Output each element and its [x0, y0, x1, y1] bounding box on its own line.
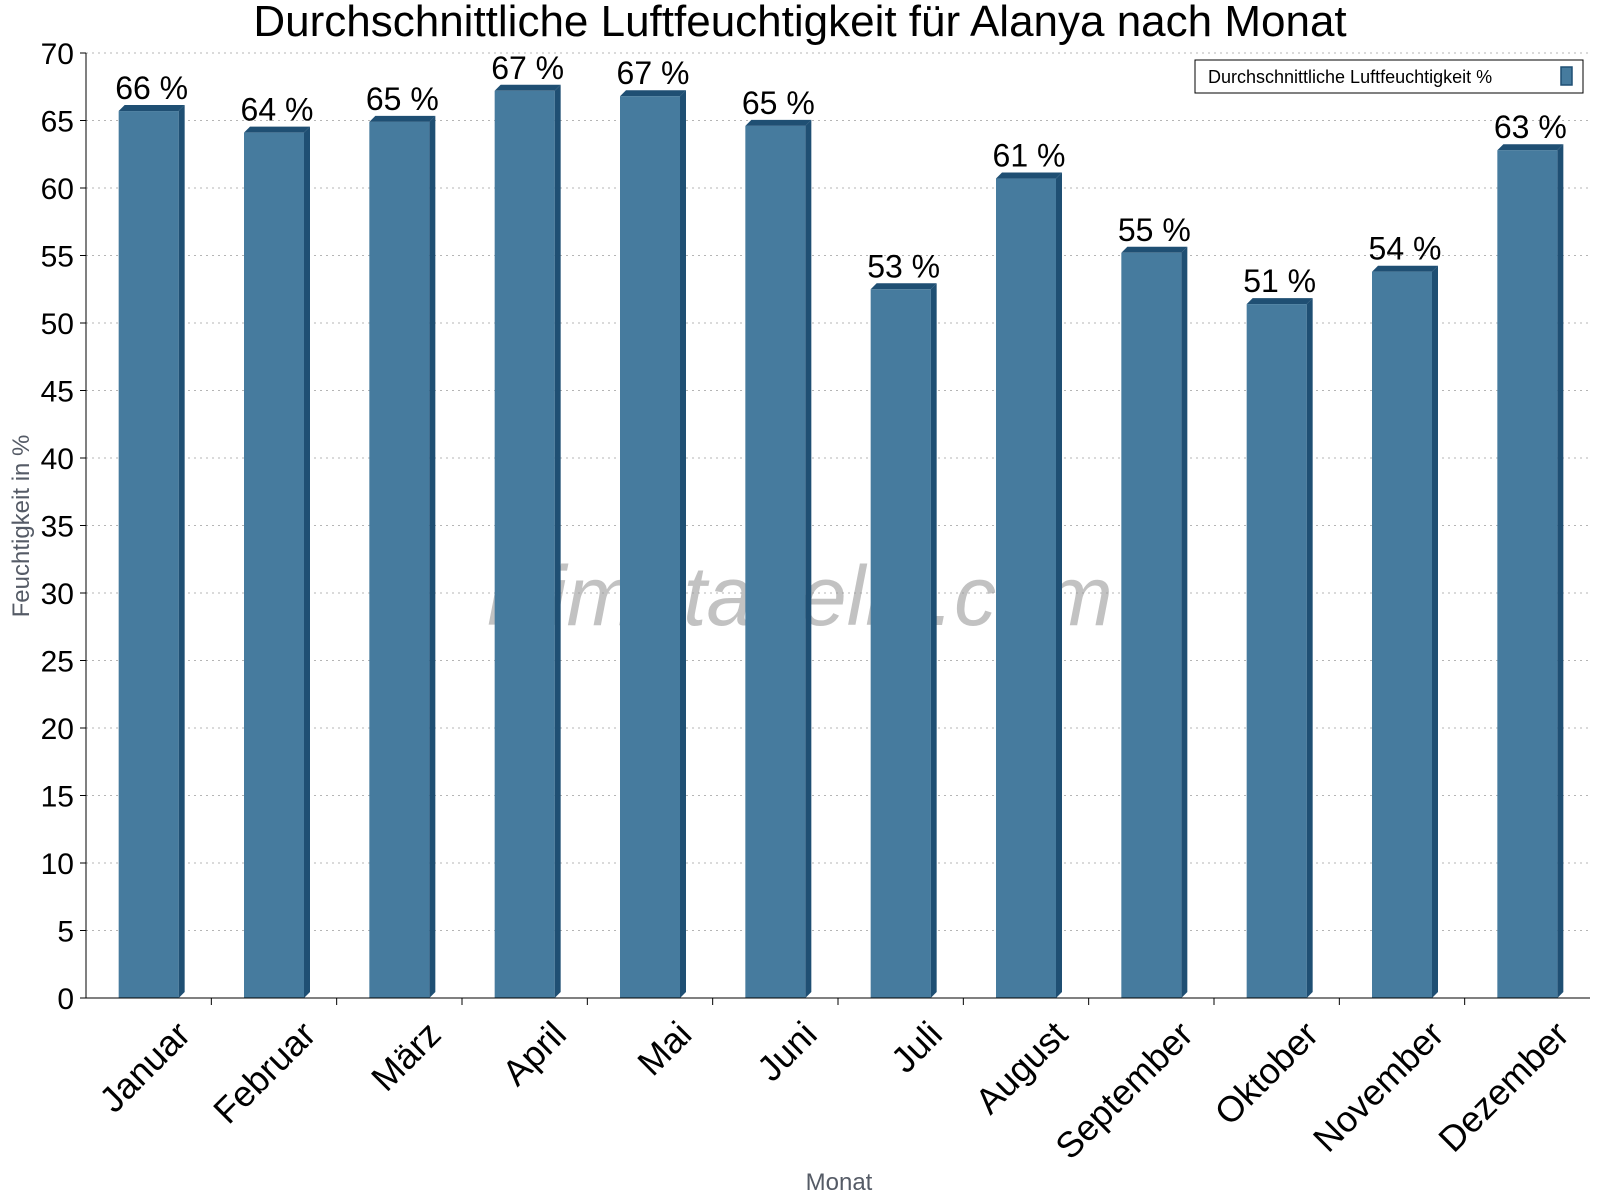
x-tick-label: März [363, 1013, 449, 1099]
data-label: 55 % [1118, 212, 1191, 248]
bar [1372, 271, 1432, 998]
bar [494, 90, 555, 999]
y-tick-label: 55 [41, 241, 74, 274]
bar [1497, 150, 1558, 998]
legend-swatch [1560, 66, 1573, 86]
bar [244, 132, 304, 998]
bar-side [429, 115, 436, 999]
data-label: 51 % [1243, 263, 1316, 299]
grid-lines [86, 52, 1590, 931]
data-label: 66 % [115, 70, 188, 106]
y-tick-label: 45 [41, 376, 74, 409]
y-tick-label: 60 [41, 173, 74, 206]
y-tick-label: 15 [41, 781, 74, 814]
x-tick-label: September [1047, 1013, 1201, 1167]
y-tick-label: 50 [41, 308, 74, 341]
bar [1121, 252, 1182, 999]
x-tick-label: Juni [749, 1013, 825, 1089]
bar-top [620, 90, 686, 97]
bar-side [554, 84, 561, 999]
y-tick-labels: 0 5 10 15 20 25 30 35 40 45 50 55 60 65 70 [41, 38, 74, 1016]
y-tick-label: 35 [41, 511, 74, 544]
bar [745, 125, 806, 998]
legend-box [1194, 59, 1584, 94]
x-tick-label: Juli [883, 1013, 950, 1080]
bar-top [244, 126, 310, 133]
x-tick-label: Dezember [1430, 1013, 1576, 1159]
bar [996, 178, 1056, 999]
bar-top [1372, 265, 1438, 272]
y-tick-label: 40 [41, 443, 74, 476]
x-tick-label: Januar [91, 1013, 198, 1120]
x-axis-label: Monat [806, 1169, 873, 1196]
data-label: 67 % [491, 50, 564, 86]
y-axis-label: Feuchtigkeit in % [8, 435, 35, 618]
y-tick-label: 10 [41, 848, 74, 881]
bar-side [1181, 246, 1188, 999]
data-label: 65 % [742, 85, 815, 121]
data-labels: 66 % 64 % 65 % 67 % 67 % 65 % 53 % 61 % 55 % 51 %… [115, 50, 1567, 299]
x-tick-label: April [494, 1013, 574, 1093]
legend-label: Durchschnittliche Luftfeuchtigkeit % [1208, 67, 1492, 87]
y-tick-label: 30 [41, 578, 74, 611]
bar-side [1056, 172, 1062, 999]
bar-side [1557, 144, 1564, 998]
y-tick-label: 5 [57, 916, 74, 949]
y-tick-label: 20 [41, 713, 74, 746]
x-tick-label: November [1305, 1013, 1451, 1159]
bar-top [996, 172, 1062, 179]
bar-side [680, 90, 686, 998]
y-tick-label: 25 [41, 646, 74, 679]
data-label: 65 % [366, 81, 439, 117]
bar-side [930, 283, 937, 998]
bar [369, 121, 430, 999]
y-tick-label: 65 [41, 106, 74, 139]
chart-title: Durchschnittliche Luftfeuchtigkeit für A… [253, 0, 1346, 46]
bar [620, 96, 680, 998]
bar-side [805, 119, 812, 998]
x-tick-label: Februar [205, 1013, 323, 1131]
x-tick-labels: Januar Februar März April Mai Juni Juli AugustS… [91, 1013, 1577, 1167]
bar-side [1306, 298, 1313, 999]
bar-top [118, 105, 185, 112]
axes [80, 52, 1590, 1005]
x-tick-label: Mai [629, 1013, 699, 1083]
bar [1246, 304, 1307, 999]
data-label: 67 % [617, 55, 690, 91]
data-label: 64 % [241, 92, 314, 128]
data-label: 53 % [867, 248, 940, 284]
y-tick-label: 70 [41, 38, 74, 71]
data-label: 63 % [1494, 109, 1567, 145]
bar-top [1121, 246, 1188, 253]
bar-side [178, 105, 185, 999]
bar-top [1246, 298, 1313, 305]
bar [870, 289, 931, 998]
bar-top [369, 115, 436, 122]
bar [118, 111, 179, 999]
legend: Durchschnittliche Luftfeuchtigkeit % [1194, 59, 1584, 94]
x-tick-label: August [967, 1013, 1075, 1121]
bar-side [1432, 265, 1438, 998]
bar-top [870, 283, 937, 290]
x-tick-label: Oktober [1206, 1013, 1326, 1133]
bar-top [494, 84, 561, 91]
bar-top [745, 119, 812, 126]
bar-top [1497, 144, 1564, 151]
data-label: 54 % [1369, 231, 1442, 267]
y-tick-label: 0 [57, 983, 74, 1016]
bars [118, 84, 1564, 999]
bar-side [304, 126, 310, 998]
data-label: 61 % [993, 138, 1066, 174]
